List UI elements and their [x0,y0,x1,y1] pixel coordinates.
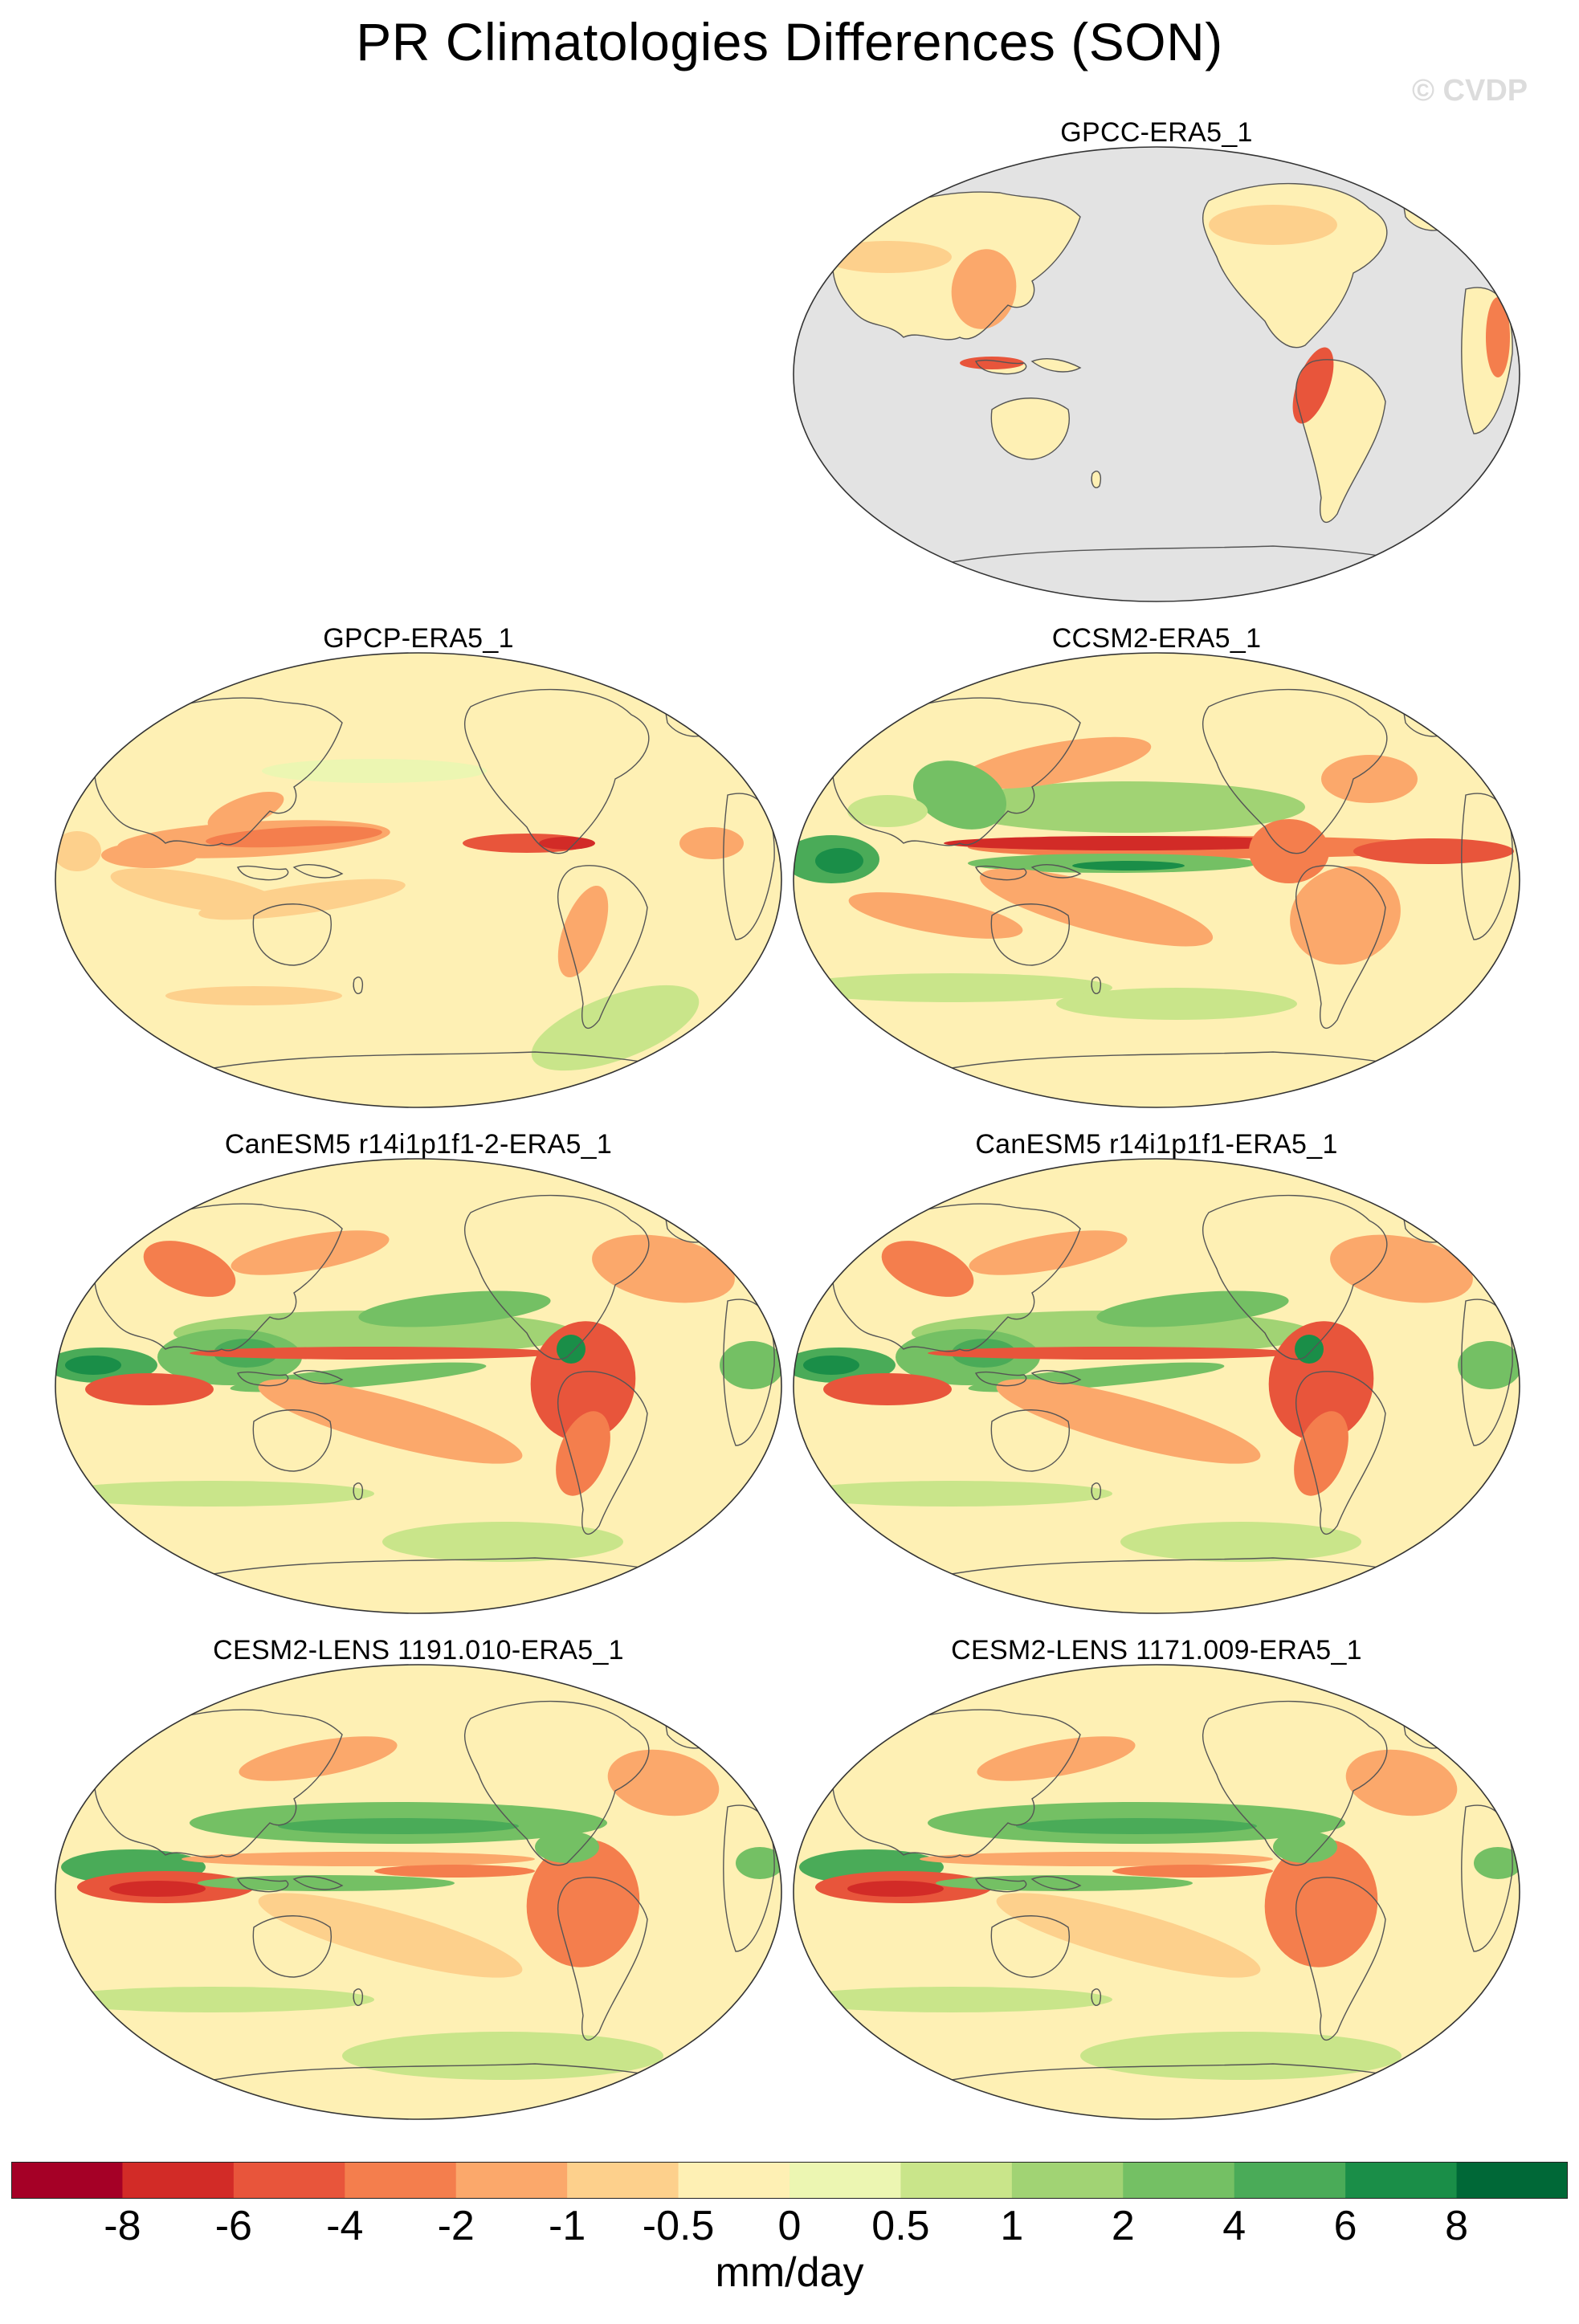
colorbar-tick-label: 1 [1000,2203,1024,2249]
colorbar-swatch [1456,2162,1568,2199]
colorbar-tick-label: -2 [437,2203,475,2249]
map-panel: CanESM5 r14i1p1f1-2-ERA5_1 [53,1129,784,1619]
colorbar-swatch [1345,2162,1458,2199]
colorbar-swatch [567,2162,679,2199]
figure-title: PR Climatologies Differences (SON) [356,12,1223,71]
panel-title: CanESM5 r14i1p1f1-ERA5_1 [975,1129,1338,1160]
colorbar-swatch [11,2162,123,2199]
colorbar-swatch [233,2162,345,2199]
colorbar-tick-label: 8 [1445,2203,1469,2249]
world-map [793,1664,1520,2120]
colorbar-swatch [345,2162,457,2199]
colorbar-swatch [900,2162,1013,2199]
panel-title: GPCC-ERA5_1 [1060,117,1253,148]
coastlines [94,688,775,1073]
colorbar-swatch [790,2162,901,2199]
panel-title: GPCP-ERA5_1 [323,623,514,654]
world-map [793,1158,1520,1614]
colorbar-tick-label: -8 [104,2203,141,2249]
colorbar-units: mm/day [715,2249,864,2296]
map-panel: CanESM5 r14i1p1f1-ERA5_1 [791,1129,1522,1619]
world-map [55,1664,782,2120]
map-panel: GPCC-ERA5_1 [791,117,1522,607]
map-panel: CESM2-LENS 1191.010-ERA5_1 [53,1635,784,2125]
map-panel: CCSM2-ERA5_1 [791,623,1522,1113]
world-map [793,652,1520,1108]
colorbar-tick-label: -0.5 [642,2203,715,2249]
colorbar-swatch [122,2162,235,2199]
colorbar-swatch [1123,2162,1235,2199]
precip-field [55,653,781,1107]
coastlines [832,1700,1513,2085]
precip-field [794,1665,1520,2119]
colorbar-tick-label: -6 [214,2203,252,2249]
colorbar [11,2162,1568,2199]
precip-field [55,1159,781,1613]
world-map [55,652,782,1108]
panel-title: CCSM2-ERA5_1 [1051,623,1262,654]
world-map [55,1158,782,1614]
world-map [793,146,1520,602]
precip-field [794,147,1520,601]
colorbar-tick-label: 6 [1333,2203,1357,2249]
colorbar-tick-label: 2 [1111,2203,1135,2249]
colorbar-tick-label: 0 [777,2203,802,2249]
colorbar-swatch [678,2162,790,2199]
colorbar-swatch [1011,2162,1124,2199]
colorbar-tick-label: -1 [549,2203,586,2249]
precip-field [55,1665,781,2119]
precip-field [794,653,1520,1107]
map-panel: CESM2-LENS 1171.009-ERA5_1 [791,1635,1522,2125]
panel-title: CanESM5 r14i1p1f1-2-ERA5_1 [224,1129,613,1160]
panel-title: CESM2-LENS 1171.009-ERA5_1 [951,1635,1362,1666]
colorbar-swatch [1234,2162,1346,2199]
map-panel: GPCP-ERA5_1 [53,623,784,1113]
colorbar-tick-label: 4 [1222,2203,1246,2249]
colorbar-tick-label: -4 [326,2203,364,2249]
colorbar-tick-label: 0.5 [871,2203,930,2249]
panel-title: CESM2-LENS 1191.010-ERA5_1 [213,1635,624,1666]
precip-field [794,1159,1520,1613]
watermark: © CVDP [1412,74,1528,108]
colorbar-swatch [455,2162,568,2199]
